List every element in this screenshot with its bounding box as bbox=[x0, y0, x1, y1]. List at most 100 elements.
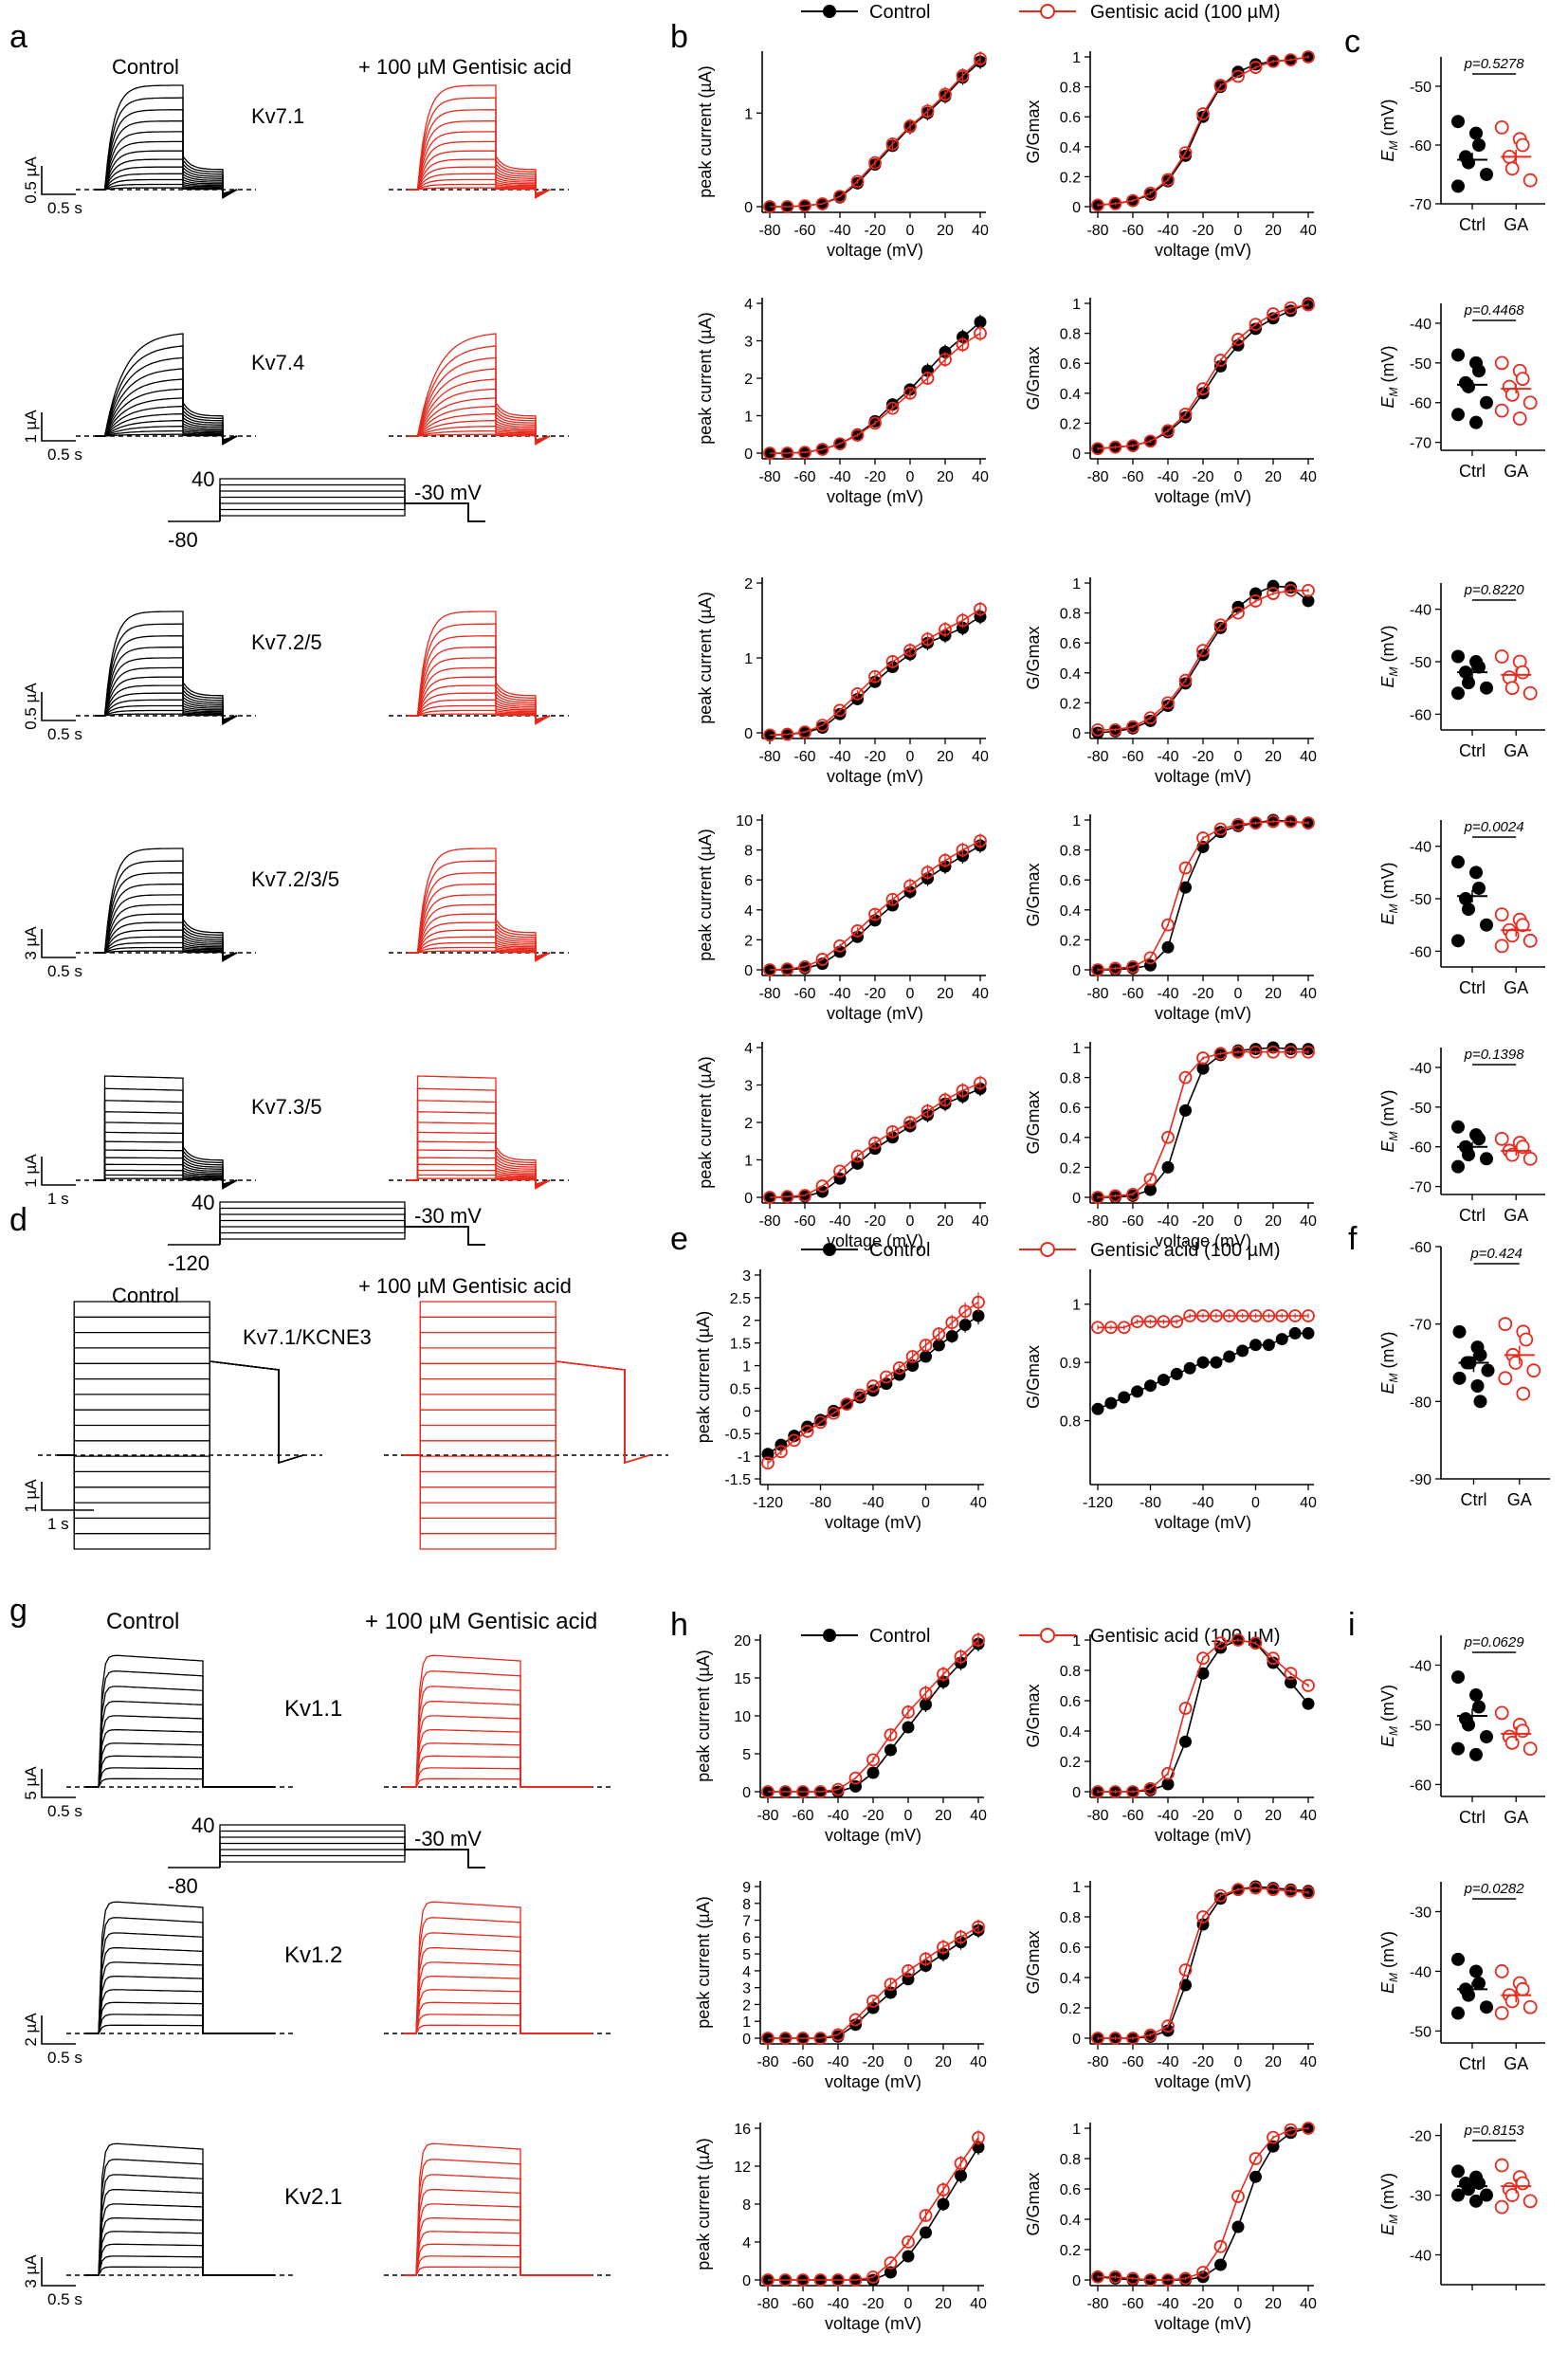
chart-kv1-2-em: -30 -40 -50 EM (mV) Ctrl GA p=0.0282 bbox=[1378, 1881, 1545, 2073]
x-tick-label: 40 bbox=[1300, 2054, 1317, 2070]
data-point-control bbox=[1223, 1350, 1236, 1363]
data-point-ga bbox=[1196, 1910, 1210, 1923]
x-tick-label: -40 bbox=[1157, 1213, 1178, 1230]
x-tick-label: -80 bbox=[758, 469, 780, 485]
x-tick-label: 0 bbox=[1234, 2054, 1243, 2070]
current-trace bbox=[95, 97, 238, 199]
data-point-control bbox=[902, 2250, 915, 2263]
data-point-control bbox=[1249, 322, 1262, 336]
y-tick-label: 0.4 bbox=[1060, 2213, 1081, 2229]
data-point-control bbox=[932, 1339, 945, 1352]
data-point-ga bbox=[974, 52, 987, 65]
current-trace bbox=[57, 1360, 304, 1464]
data-point-ga bbox=[1231, 333, 1245, 346]
x-tick-label: -60 bbox=[1121, 749, 1143, 765]
em-symbol: E bbox=[1378, 2223, 1397, 2235]
x-tick-label: -60 bbox=[793, 986, 815, 1002]
data-point-ga bbox=[1302, 1045, 1315, 1059]
y-tick-label: 0 bbox=[1072, 1191, 1081, 1207]
current-trace bbox=[57, 1331, 304, 1464]
x-tick-label: 20 bbox=[1265, 1213, 1282, 1230]
x-tick-label: 20 bbox=[935, 1808, 952, 1824]
chart-kv2-1-i-v: -80 -60 -40 -20 0 20 40 0 4 8 12 16 voltage (mV) peak… bbox=[694, 2122, 987, 2333]
current-trace bbox=[408, 611, 551, 725]
y-axis-label: G/Gmax bbox=[1024, 1090, 1043, 1154]
chart-kv2-1-g-v: -80 -60 -40 -20 0 20 40 0 0.2 0.4 0.6 0.8 1 voltage (… bbox=[1024, 2122, 1317, 2333]
x-axis-label: voltage (mV) bbox=[1155, 1004, 1251, 1023]
current-trace bbox=[85, 2159, 275, 2276]
chart-kv1-1-g-v: -80 -60 -40 -20 0 20 40 0 0.2 0.4 0.6 0.8 1 voltage (… bbox=[1024, 1633, 1317, 1845]
traces-ga-kv-0 bbox=[384, 1654, 611, 1788]
panel-letter-h: h bbox=[670, 1607, 688, 1643]
data-point-ga bbox=[1284, 1667, 1298, 1681]
data-point-ga bbox=[798, 725, 811, 739]
x-tick-label: -60 bbox=[792, 1808, 813, 1824]
y-tick-label: 1 bbox=[744, 410, 753, 426]
data-point-ga bbox=[1213, 618, 1228, 632]
p-value: p=0.0282 bbox=[1464, 1881, 1525, 1897]
x-tick-label: 20 bbox=[937, 1213, 954, 1230]
data-point-control bbox=[1302, 1326, 1315, 1340]
scale-bar-2: 0.5 µA 0.5 s bbox=[22, 683, 82, 743]
data-point-ga bbox=[956, 337, 970, 352]
data-point-ga bbox=[1267, 814, 1280, 829]
x-tick-label: 40 bbox=[972, 749, 989, 765]
data-point-ga bbox=[833, 703, 847, 718]
x-tick-label: -80 bbox=[1086, 223, 1108, 239]
current-trace bbox=[408, 936, 551, 959]
data-point-ga bbox=[1178, 2271, 1193, 2286]
em-point-control bbox=[1472, 138, 1486, 152]
y-tick-label: 0.6 bbox=[1060, 1941, 1081, 1957]
em-point-ga bbox=[1515, 137, 1530, 153]
data-point-control bbox=[1302, 1697, 1315, 1710]
y-tick-label: 2 bbox=[744, 1116, 753, 1132]
data-point-ga bbox=[1284, 301, 1298, 315]
current-trace bbox=[85, 2203, 275, 2276]
data-point-control bbox=[866, 1766, 880, 1779]
data-point-control bbox=[1214, 1641, 1227, 1654]
x-tick-label: 40 bbox=[1300, 986, 1317, 1002]
y-tick-label: 0.8 bbox=[1060, 2152, 1081, 2168]
em-symbol: E bbox=[1378, 1981, 1397, 1994]
x-tick-label: -80 bbox=[810, 1495, 831, 1511]
chart-kv7-1-kcne3-i-v: -120 -80 -40 0 40 3 2.5 2 1.5 1 0.5 0 -0.5 -1 -1.5 volt… bbox=[694, 1268, 987, 1532]
current-trace bbox=[408, 412, 551, 443]
y-tick-label: 0 bbox=[1072, 447, 1081, 463]
scale-bar-current: 0.5 µA bbox=[22, 156, 40, 204]
y-tick-label: 0 bbox=[742, 1404, 751, 1420]
x-tick-label: -60 bbox=[1121, 986, 1143, 1002]
current-trace bbox=[85, 2024, 275, 2034]
scale-bar-current: 3 µA bbox=[22, 926, 40, 960]
y-axis-label: EM (mV) bbox=[1378, 1931, 1400, 1994]
scale-bar-0: 0.5 µA 0.5 s bbox=[22, 156, 82, 217]
em-point-control bbox=[1473, 1348, 1487, 1362]
series-line-ga bbox=[769, 840, 981, 971]
data-point-control bbox=[920, 2226, 932, 2239]
current-trace bbox=[403, 1331, 650, 1464]
data-point-ga bbox=[763, 447, 776, 460]
data-point-ga bbox=[774, 1445, 788, 1459]
current-trace bbox=[408, 848, 551, 962]
em-point-control bbox=[1472, 881, 1486, 895]
x-tick-label: -40 bbox=[1157, 986, 1178, 1002]
data-point-ga bbox=[1284, 1045, 1298, 1059]
x-tick-label: 40 bbox=[1300, 1213, 1317, 1230]
y-tick-label: 1 bbox=[1072, 1880, 1081, 1896]
y-axis-label: EM (mV) bbox=[1378, 625, 1400, 687]
protocol-bottom: -80 bbox=[168, 1874, 198, 1898]
category-label-ga: GA bbox=[1507, 1490, 1532, 1509]
data-point-ga bbox=[921, 632, 935, 647]
data-point-control bbox=[1267, 2140, 1280, 2153]
channel-label-kv: Kv2.1 bbox=[284, 2184, 342, 2210]
data-point-ga bbox=[833, 1164, 847, 1178]
em-point-ga bbox=[1522, 685, 1538, 701]
x-axis-label: voltage (mV) bbox=[827, 487, 923, 506]
legend-control-label: Control bbox=[869, 1626, 930, 1647]
current-trace bbox=[85, 2231, 275, 2276]
traces-control-4 bbox=[76, 1075, 256, 1190]
current-trace bbox=[95, 903, 238, 960]
legend-ga-marker bbox=[1040, 1242, 1055, 1257]
x-axis-label: voltage (mV) bbox=[827, 1231, 923, 1250]
current-trace bbox=[95, 860, 238, 962]
y-tick-label: 5 bbox=[742, 1947, 751, 1963]
